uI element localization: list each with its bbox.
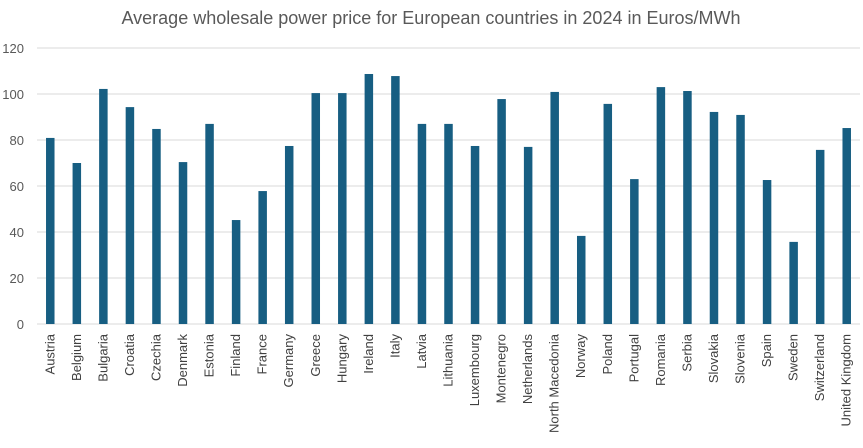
x-tick-label: Switzerland <box>812 334 827 401</box>
bar-denmark <box>178 162 188 324</box>
bar-croatia <box>125 107 135 324</box>
chart-title: Average wholesale power price for Europe… <box>121 8 740 28</box>
x-tick-label: Finland <box>228 334 243 377</box>
bar-finland <box>231 220 241 324</box>
bar-france <box>258 191 267 324</box>
bar-netherlands <box>523 146 533 324</box>
bar-luxembourg <box>470 145 480 324</box>
x-tick-label: North Macedonia <box>547 333 562 433</box>
bar-sweden <box>789 241 798 324</box>
x-tick-label: Hungary <box>334 334 349 384</box>
bar-latvia <box>417 123 427 325</box>
bar-romania <box>656 87 666 324</box>
y-tick-label: 40 <box>10 225 24 240</box>
bar-slovenia <box>736 114 745 325</box>
x-tick-label: Netherlands <box>520 334 535 405</box>
bar-serbia <box>683 91 692 324</box>
bar-greece <box>311 93 321 324</box>
bar-bulgaria <box>99 88 108 324</box>
x-tick-label: Germany <box>281 334 296 388</box>
x-tick-label: Norway <box>573 334 588 379</box>
x-tick-label: Slovakia <box>706 333 721 383</box>
bar-hungary <box>338 93 347 324</box>
x-tick-label: Estonia <box>202 333 217 377</box>
bar-estonia <box>205 123 214 325</box>
y-tick-label: 60 <box>10 179 24 194</box>
x-tick-label: Sweden <box>786 334 801 381</box>
bar-spain <box>762 180 772 324</box>
bar-slovakia <box>709 111 719 324</box>
x-tick-label: Austria <box>42 333 57 374</box>
y-tick-label: 20 <box>10 271 24 286</box>
x-tick-label: Denmark <box>175 334 190 387</box>
y-tick-label: 120 <box>2 41 24 56</box>
y-tick-label: 100 <box>2 87 24 102</box>
x-tick-label: Portugal <box>626 334 641 383</box>
bar-poland <box>603 103 613 324</box>
x-tick-label: Romania <box>653 333 668 386</box>
bar-montenegro <box>497 99 506 324</box>
bar-austria <box>46 137 55 324</box>
bar-switzerland <box>815 149 825 324</box>
x-tick-label: Lithuania <box>441 333 456 387</box>
x-tick-label: Czechia <box>148 333 163 381</box>
x-tick-label: France <box>255 334 270 374</box>
x-tick-label: Montenegro <box>494 334 509 403</box>
bar-lithuania <box>444 123 453 325</box>
y-tick-label: 80 <box>10 133 24 148</box>
x-tick-label: United Kingdom <box>839 334 854 427</box>
bar-united-kingdom <box>842 128 851 324</box>
x-tick-label: Serbia <box>679 333 694 371</box>
bar-italy <box>391 76 400 324</box>
x-tick-label: Spain <box>759 334 774 367</box>
y-tick-label: 0 <box>17 317 24 332</box>
bar-czechia <box>152 128 161 324</box>
x-tick-label: Croatia <box>122 333 137 376</box>
x-tick-label: Luxembourg <box>467 334 482 406</box>
bar-ireland <box>364 73 374 325</box>
x-tick-label: Belgium <box>69 334 84 381</box>
bar-belgium <box>72 163 82 324</box>
x-tick-label: Italy <box>387 334 402 358</box>
x-tick-label: Latvia <box>414 333 429 368</box>
x-tick-label: Ireland <box>361 334 376 374</box>
bar-north-macedonia <box>550 91 559 325</box>
x-tick-label: Greece <box>308 334 323 377</box>
x-tick-label: Bulgaria <box>95 333 110 381</box>
bar-portugal <box>630 179 639 324</box>
x-tick-label: Slovenia <box>733 333 748 384</box>
bar-germany <box>284 145 294 324</box>
bar-norway <box>576 235 586 324</box>
x-tick-label: Poland <box>600 334 615 374</box>
